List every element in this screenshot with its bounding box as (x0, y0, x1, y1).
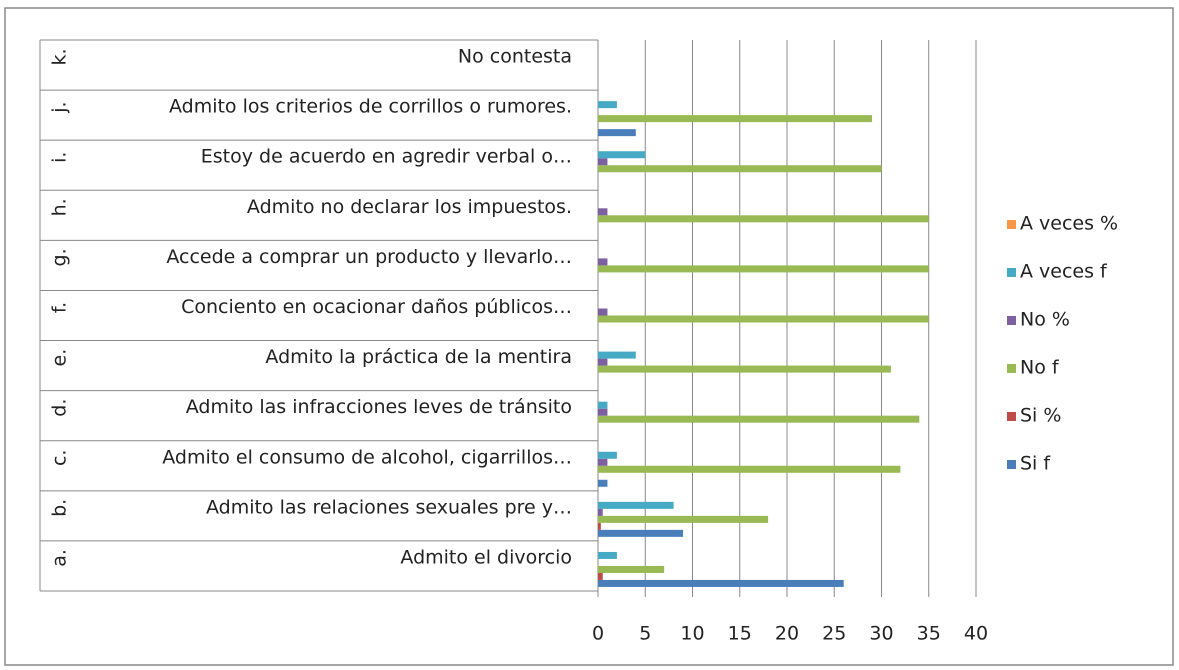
bar (598, 258, 608, 266)
category-label: Admito no declarar los impuestos. (247, 196, 572, 218)
category-label: Admito las infracciones leves de tránsit… (186, 396, 572, 418)
chart-border (4, 7, 1174, 666)
bar (598, 358, 608, 366)
x-tick-label: 20 (775, 623, 799, 645)
category-label: Estoy de acuerdo en agredir verbal o… (201, 146, 572, 168)
legend-label: A veces % (1020, 213, 1118, 235)
x-tick-label: 0 (592, 623, 604, 645)
x-tick-label: 40 (964, 623, 988, 645)
bar (598, 458, 608, 466)
legend-swatch (1007, 460, 1016, 469)
legend-label: A veces f (1020, 261, 1108, 283)
bar (598, 401, 608, 409)
bar (598, 165, 882, 173)
category-label: Admito los criterios de corrillos o rumo… (169, 96, 572, 118)
category-letter: k. (49, 49, 71, 66)
category-letter: c. (49, 450, 71, 467)
category-letter: i. (49, 152, 71, 163)
bar (598, 365, 891, 373)
category-letter: g. (49, 248, 71, 266)
bar (598, 515, 769, 523)
bar (598, 129, 636, 137)
category-label: Admito el divorcio (400, 546, 572, 568)
x-tick-label: 30 (869, 623, 893, 645)
bar (598, 151, 646, 159)
category-letter: e. (49, 349, 71, 367)
bar (598, 522, 601, 530)
bar (598, 572, 603, 580)
x-tick-label: 10 (680, 623, 704, 645)
bar (598, 415, 920, 423)
x-tick-label: 35 (917, 623, 941, 645)
category-letter: b. (49, 499, 71, 517)
bar (598, 565, 665, 573)
legend-label: Si % (1020, 405, 1061, 427)
legend-swatch (1007, 412, 1016, 421)
category-letter: f. (49, 302, 71, 313)
category-label: Admito las relaciones sexuales pre y… (206, 496, 572, 518)
category-letter: d. (49, 399, 71, 417)
bar (598, 508, 603, 516)
bar (598, 351, 636, 359)
bar (598, 465, 901, 473)
legend-label: Si f (1020, 453, 1051, 475)
legend-label: No % (1020, 309, 1070, 331)
bar (598, 158, 608, 166)
category-letter: j. (49, 101, 71, 113)
category-letter: h. (49, 198, 71, 216)
bar (598, 308, 608, 316)
category-label: Admito el consumo de alcohol, cigarrillo… (162, 446, 572, 468)
category-letter: a. (49, 549, 71, 567)
x-tick-label: 25 (822, 623, 846, 645)
x-tick-label: 15 (728, 623, 752, 645)
category-label: No contesta (458, 46, 572, 68)
legend-label: No f (1020, 357, 1060, 379)
legend-swatch (1007, 220, 1016, 229)
bar (598, 208, 608, 216)
category-label: Admito la práctica de la mentira (265, 346, 572, 368)
bar (598, 479, 608, 487)
bar (598, 408, 608, 416)
category-label: Accede a comprar un producto y llevarlo… (166, 246, 572, 268)
legend-swatch (1007, 316, 1016, 325)
bar (598, 101, 617, 109)
bar (598, 501, 674, 509)
bar (598, 551, 617, 559)
bar (598, 265, 929, 273)
x-tick-label: 5 (639, 623, 651, 645)
bar (598, 315, 929, 323)
bar (598, 529, 684, 537)
legend-swatch (1007, 364, 1016, 373)
legend-swatch (1007, 268, 1016, 277)
bar (598, 215, 929, 223)
bar (598, 115, 873, 123)
bar (598, 451, 617, 459)
bar (598, 579, 844, 587)
category-label: Conciento en ocacionar daños públicos… (181, 296, 572, 318)
